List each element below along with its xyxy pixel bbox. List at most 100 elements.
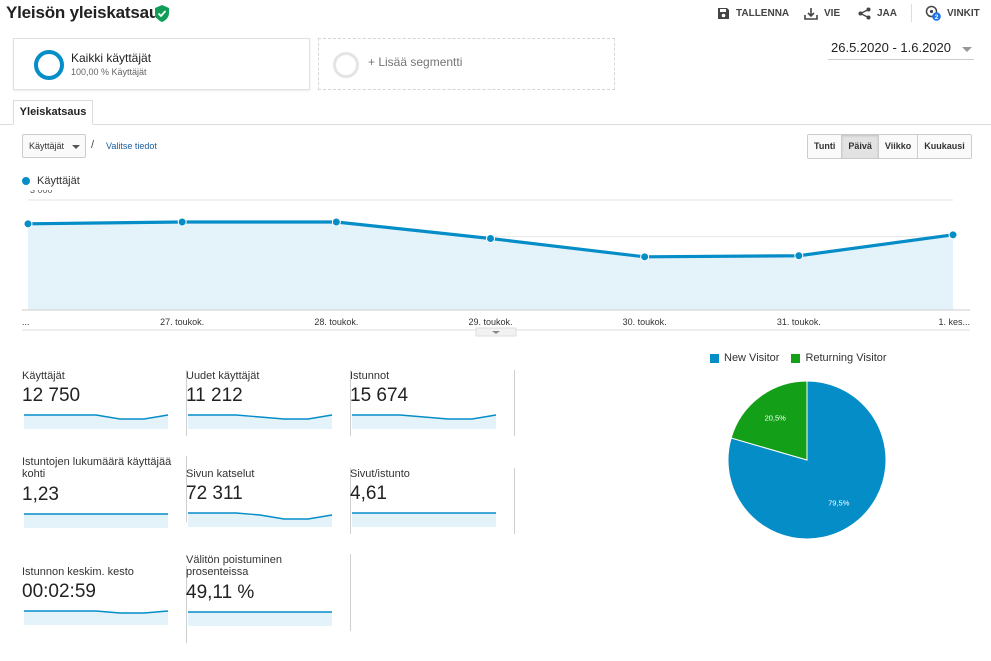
sparkline-line xyxy=(188,512,333,520)
x-tick-label: 28. toukok. xyxy=(314,317,358,327)
metric-separator: / xyxy=(91,139,95,151)
scorecard-label: Käyttäjät xyxy=(22,370,65,382)
empty-segment-ring-icon xyxy=(333,52,359,78)
scorecard-label: Välitön poistuminen prosenteissa xyxy=(186,554,283,578)
x-tick-label: 1. kes... xyxy=(938,317,970,327)
segment-name: Kaikki käyttäjät xyxy=(71,51,152,65)
divider xyxy=(911,4,912,22)
share-button[interactable]: JAA xyxy=(858,7,897,20)
segment-ring-icon xyxy=(34,50,64,80)
pie-legend-item-returning: Returning Visitor xyxy=(791,352,887,364)
add-segment-label: + Lisää segmentti xyxy=(368,55,463,69)
sparkline-area xyxy=(188,415,332,429)
granularity-week[interactable]: Viikko xyxy=(878,135,919,158)
scorecard[interactable]: Sivut/istunto 4,61 xyxy=(350,468,515,534)
scorecard[interactable]: Uudet käyttäjät 11 212 xyxy=(186,370,351,436)
x-tick-label: 31. toukok. xyxy=(777,317,821,327)
scorecard-value: 11 212 xyxy=(186,385,243,406)
scorecard-sparkline xyxy=(24,610,169,625)
scorecard[interactable]: Välitön poistuminen prosenteissa 49,11 % xyxy=(186,554,351,631)
segment-all-users[interactable]: Kaikki käyttäjät 100,00 % Käyttäjät xyxy=(13,38,310,90)
export-icon xyxy=(804,7,818,20)
insights-badge: 2 xyxy=(935,14,939,21)
sparkline-area xyxy=(24,415,168,429)
metric-select-value: Käyttäjät xyxy=(29,141,65,151)
data-point[interactable] xyxy=(23,219,33,229)
scorecard[interactable]: Istunnon keskim. kesto 00:02:59 xyxy=(22,566,187,643)
caret-down-icon xyxy=(72,145,80,149)
data-point[interactable] xyxy=(640,252,650,262)
x-tick-label: 30. toukok. xyxy=(623,317,667,327)
scorecard-sparkline xyxy=(188,512,333,527)
scorecard-value: 15 674 xyxy=(350,385,409,406)
scorecard[interactable]: Istunnot 15 674 xyxy=(350,370,515,436)
scorecard-label: Istunnot xyxy=(350,370,390,382)
users-area xyxy=(28,222,953,310)
data-point[interactable] xyxy=(331,217,341,227)
scorecard-label: Uudet käyttäjät xyxy=(186,370,260,382)
chevron-down-icon xyxy=(962,47,972,52)
add-segment-button[interactable]: + Lisää segmentti xyxy=(318,38,615,90)
page-title: Yleisön yleiskatsaus xyxy=(6,3,169,22)
sparkline-line xyxy=(188,414,333,420)
scorecard[interactable]: Käyttäjät 12 750 xyxy=(22,370,187,436)
save-button[interactable]: TALLENNA xyxy=(717,7,789,20)
x-tick-label: 29. toukok. xyxy=(468,317,512,327)
x-tick-label: ... xyxy=(22,317,30,327)
export-button[interactable]: VIE xyxy=(804,7,840,20)
scorecard[interactable]: Sivun katselut 72 311 xyxy=(186,468,351,534)
data-point[interactable] xyxy=(794,251,804,261)
sparkline-line xyxy=(24,414,169,420)
data-point[interactable] xyxy=(948,230,958,240)
date-range-picker[interactable]: 26.5.2020 - 1.6.2020 xyxy=(828,38,974,60)
share-label: JAA xyxy=(877,7,898,19)
scorecard[interactable]: Istuntojen lukumäärä käyttäjää kohti 1,23 xyxy=(22,456,187,528)
share-icon xyxy=(858,7,871,19)
new-visitor-swatch xyxy=(710,353,719,363)
sparkline-line xyxy=(352,414,497,420)
pie-slice[interactable] xyxy=(730,380,808,461)
scorecard-sparkline xyxy=(352,414,497,429)
tab-overview[interactable]: Yleiskatsaus xyxy=(13,100,93,125)
scorecard-sparkline xyxy=(24,513,168,528)
users-line-chart: 3 0002 0001 000...27. toukok.28. toukok.… xyxy=(22,190,970,337)
verified-shield-icon xyxy=(155,5,169,22)
sparkline-area xyxy=(352,415,496,429)
y-tick-label: 3 000 xyxy=(30,190,53,195)
x-tick-label: 27. toukok. xyxy=(160,317,204,327)
granularity-toggle: Tunti Päivä Viikko Kuukausi xyxy=(807,134,972,159)
sparkline-area xyxy=(352,513,496,527)
scorecard-label: Istuntojen lukumäärä käyttäjää kohti xyxy=(22,456,172,480)
export-label: VIE xyxy=(824,7,841,19)
data-point[interactable] xyxy=(177,217,187,227)
segment-subtext: 100,00 % Käyttäjät xyxy=(71,67,147,77)
granularity-day[interactable]: Päivä xyxy=(842,135,879,158)
sparkline-area xyxy=(24,514,168,528)
handle-arrow-icon xyxy=(492,331,500,334)
top-bar: Yleisön yleiskatsaus TALLENNA VIE JAA 2 … xyxy=(0,0,991,30)
sparkline-area xyxy=(188,612,332,626)
pie-legend-label-returning: Returning Visitor xyxy=(805,352,887,364)
save-icon xyxy=(718,7,729,19)
pie-legend: New Visitor Returning Visitor xyxy=(710,352,899,364)
granularity-hour[interactable]: Tunti xyxy=(808,135,843,158)
pie-slice-label: 79,5% xyxy=(828,498,850,507)
scorecard-value: 72 311 xyxy=(186,483,243,504)
date-range-text: 26.5.2020 - 1.6.2020 xyxy=(831,40,951,55)
pie-slice-label: 20,5% xyxy=(765,414,787,423)
granularity-month[interactable]: Kuukausi xyxy=(918,135,971,158)
scorecard-label: Sivut/istunto xyxy=(350,468,410,480)
sparkline-line xyxy=(24,610,169,614)
pie-legend-label-new: New Visitor xyxy=(724,352,780,364)
insights-icon: 2 xyxy=(925,5,941,21)
choose-metric-link[interactable]: Valitse tiedot xyxy=(106,141,157,151)
scorecard-sparkline xyxy=(188,414,333,429)
metric-select[interactable]: Käyttäjät xyxy=(22,134,86,158)
data-point[interactable] xyxy=(486,234,495,243)
insights-label: VINKIT xyxy=(947,7,980,19)
scorecard-sparkline xyxy=(188,611,332,626)
insights-button[interactable]: 2 VINKIT xyxy=(925,5,980,21)
legend-dot-icon xyxy=(22,177,30,185)
tabs-divider xyxy=(0,124,991,125)
legend-label: Käyttäjät xyxy=(37,175,80,187)
